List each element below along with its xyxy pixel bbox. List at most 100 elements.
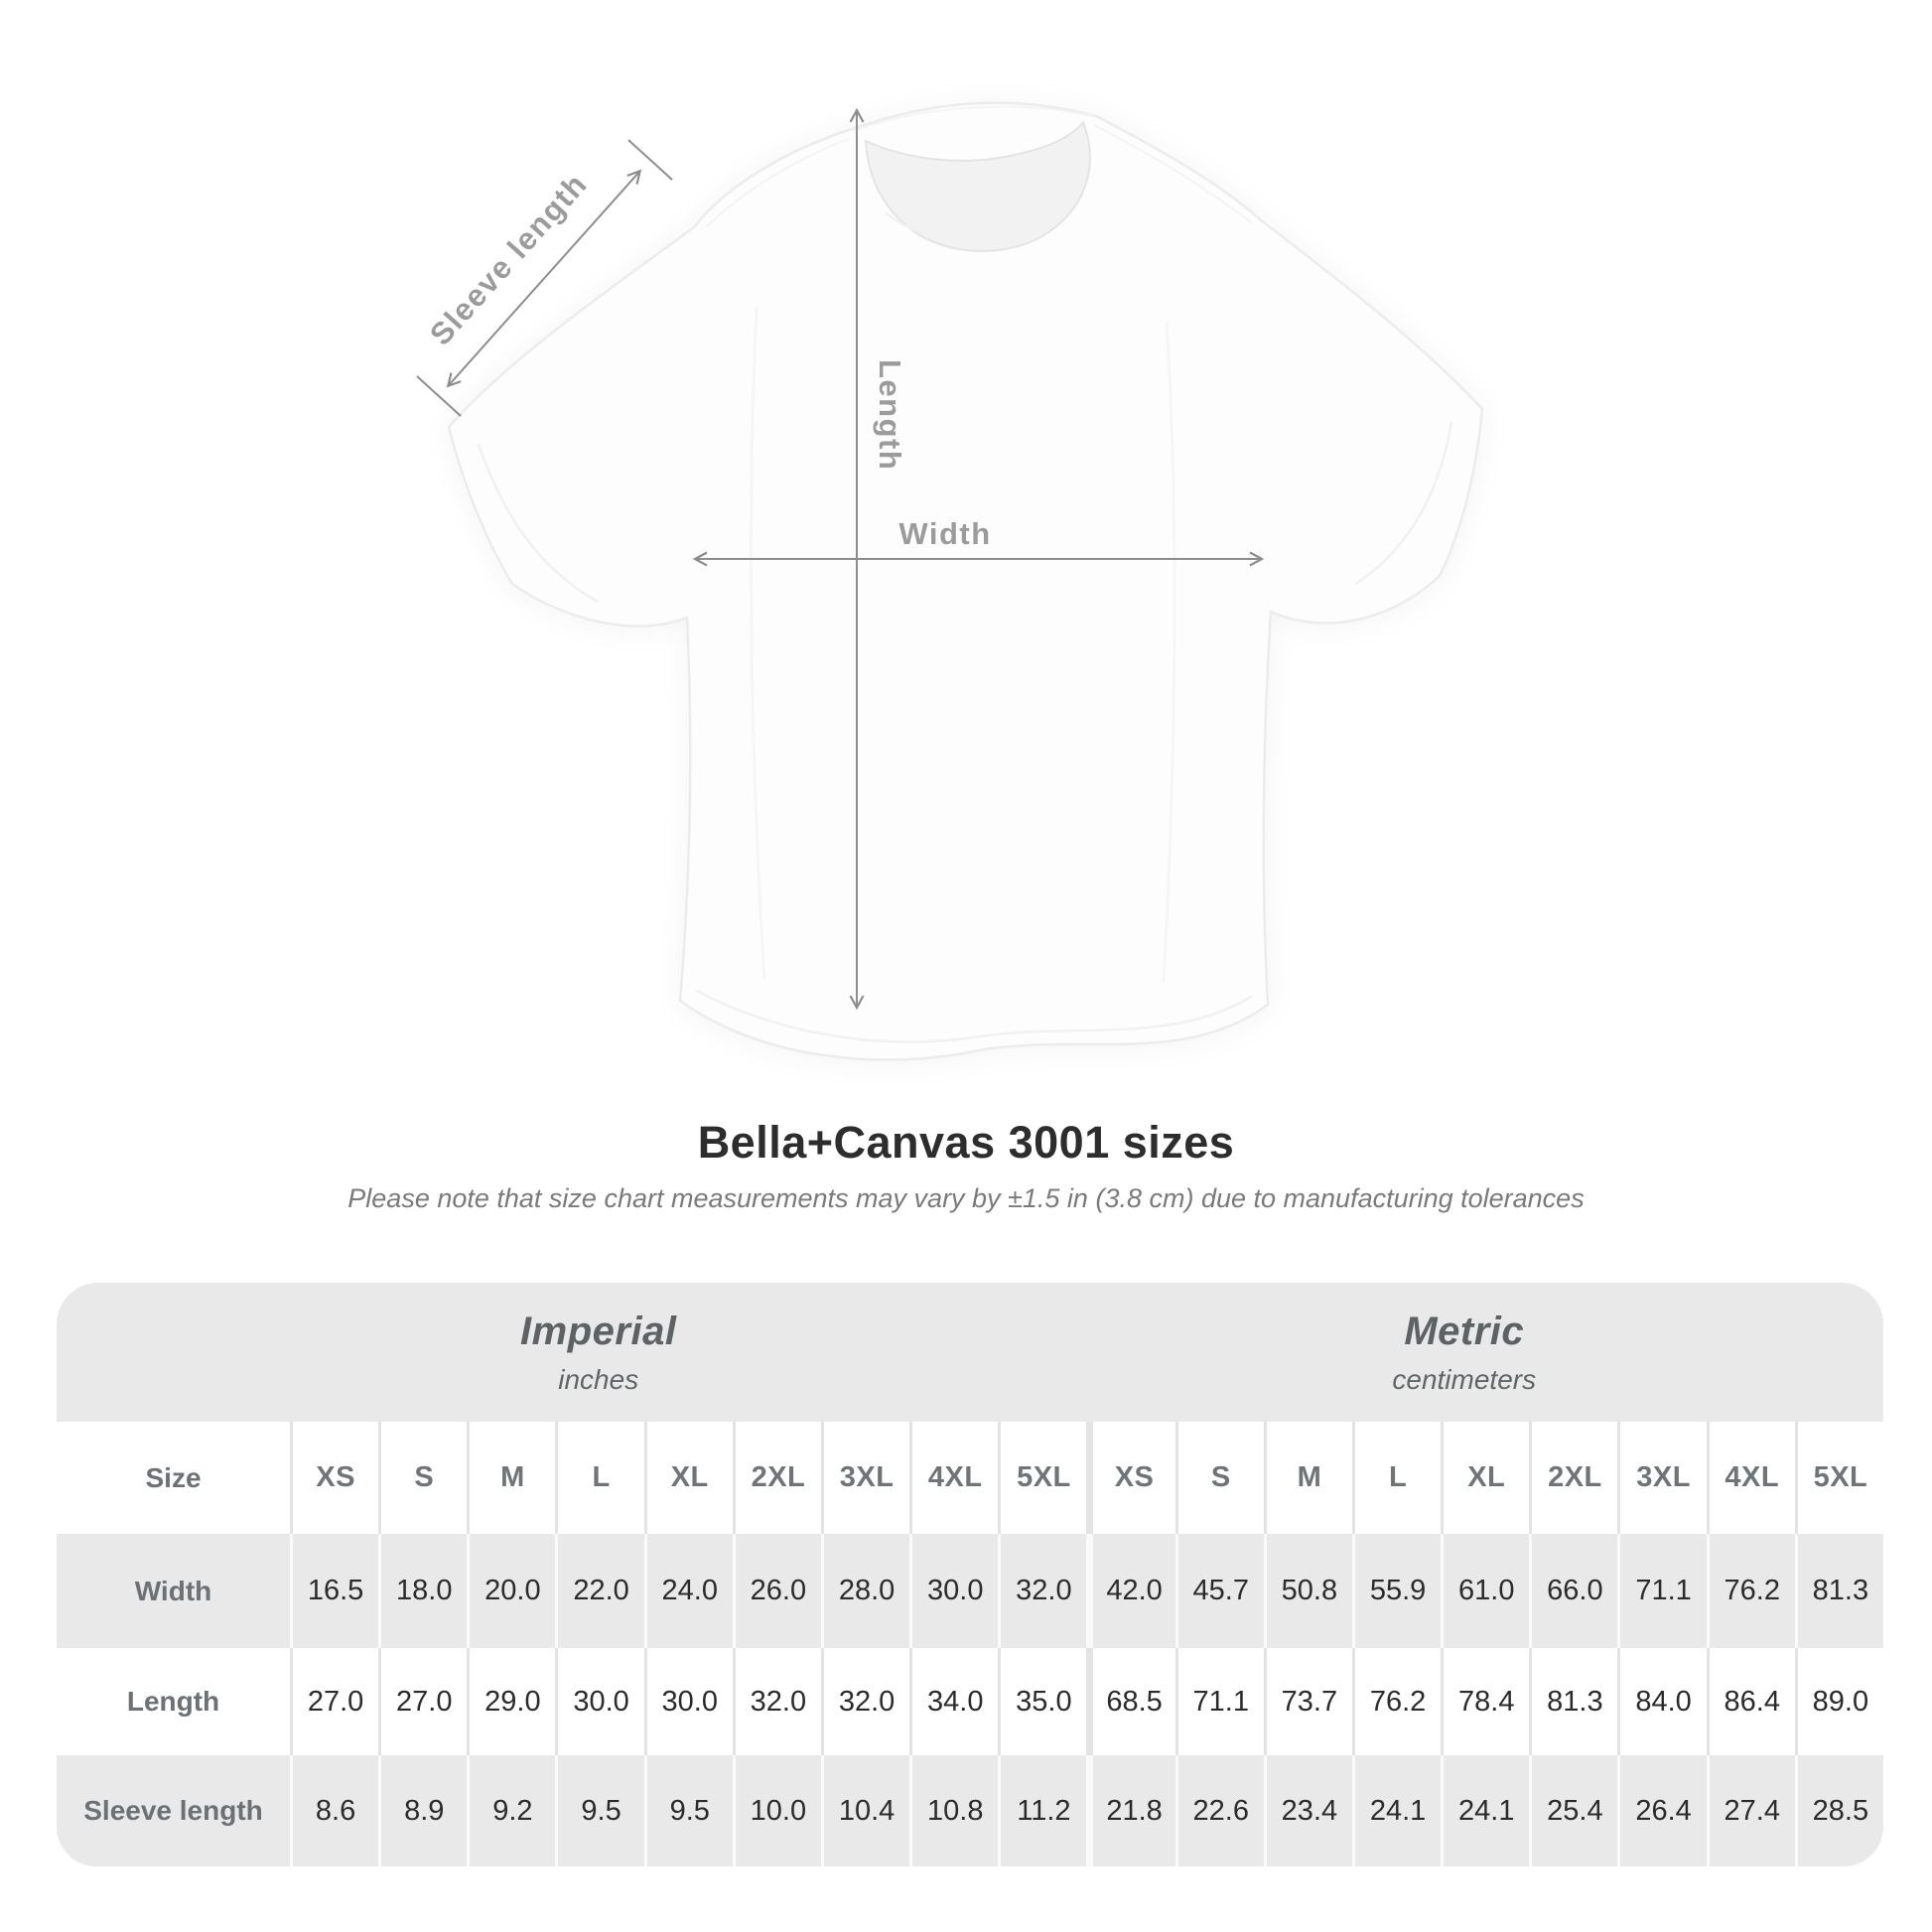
size-col-header: 4XL [1706,1422,1795,1534]
collar-bottom-seam [885,210,1060,242]
value-cell: 24.1 [1351,1755,1442,1866]
value-cell: 10.0 [732,1755,821,1866]
size-col-header: 5XL [998,1422,1086,1534]
value-cell: 76.2 [1706,1534,1795,1648]
value-cell: 81.3 [1529,1648,1617,1755]
row-label-sleeve-length: Sleeve length [57,1755,290,1866]
value-cell: 27.0 [378,1648,467,1755]
value-cell: 28.0 [820,1534,910,1648]
size-col-header: XS [1086,1422,1174,1534]
value-cell: 32.0 [998,1534,1087,1648]
fabric-fold [1162,321,1176,983]
size-col-header: XL [643,1422,733,1534]
value-cell: 10.4 [820,1755,910,1866]
value-cell: 34.0 [909,1648,998,1755]
imperial-section-title: Imperial [520,1309,677,1353]
value-cell: 8.6 [290,1755,379,1866]
value-cell: 71.1 [1174,1648,1264,1755]
collar-outer-seam [853,105,1093,132]
value-cell: 35.0 [998,1648,1086,1755]
value-cell: 61.0 [1441,1534,1530,1648]
value-cell: 16.5 [290,1534,379,1648]
size-corner-header: Size [145,1461,202,1493]
value-cell: 55.9 [1351,1534,1442,1648]
metric-section-unit: centimeters [1392,1363,1537,1395]
fabric-fold [749,306,766,980]
row-label-length: Length [126,1686,220,1717]
value-cell: 27.4 [1706,1755,1795,1866]
value-cell: 29.0 [467,1648,555,1755]
metric-section-title: Metric [1404,1309,1525,1353]
value-cell: 78.4 [1441,1648,1529,1755]
title-block: Bella+Canvas 3001 sizes Please note that… [0,1118,1932,1214]
value-cell: 30.0 [555,1648,643,1755]
sleeve-length-arrow [446,169,642,388]
metric-section-header: Metric centimeters [1086,1283,1883,1422]
size-col-header: S [378,1422,467,1534]
size-col-header: 4XL [909,1422,998,1534]
size-col-header: S [1174,1422,1264,1534]
value-cell: 28.5 [1794,1755,1883,1866]
size-col-header: 5XL [1794,1422,1883,1534]
size-col-header: XS [290,1422,378,1534]
value-cell: 89.0 [1794,1648,1883,1755]
value-cell: 11.2 [998,1755,1087,1866]
size-col-header: 2XL [732,1422,821,1534]
value-cell: 76.2 [1351,1648,1441,1755]
value-cell: 71.1 [1617,1534,1707,1648]
tolerance-note: Please note that size chart measurements… [347,1182,1585,1213]
value-cell: 26.0 [732,1534,821,1648]
value-cell: 20.0 [467,1534,556,1648]
tshirt-outline [447,101,1484,1061]
right-sleeve-hem-seam [1354,421,1453,586]
length-label: Length [873,359,907,471]
value-cell: 8.9 [378,1755,468,1866]
value-cell: 45.7 [1174,1534,1264,1648]
tshirt-graphic [447,101,1484,1061]
left-shoulder-seam [706,138,849,227]
size-col-header: L [555,1422,643,1534]
sleeve-arrow-endcap [416,375,462,417]
value-cell: 86.4 [1706,1648,1795,1755]
value-cell: 26.4 [1617,1755,1707,1866]
row-label-width: Width [57,1534,290,1648]
imperial-section-header: Imperial inches [57,1283,1087,1422]
size-col-header: 2XL [1529,1422,1617,1534]
value-cell: 68.5 [1086,1648,1174,1755]
tshirt-size-diagram: Sleeve length Length Width [416,101,1484,1061]
value-cell: 22.0 [555,1534,644,1648]
value-cell: 18.0 [378,1534,468,1648]
value-cell: 32.0 [732,1648,821,1755]
value-cell: 21.8 [1086,1755,1175,1866]
imperial-section-unit: inches [558,1363,639,1395]
width-label: Width [898,516,991,551]
size-col-header: M [467,1422,555,1534]
value-cell: 9.5 [555,1755,644,1866]
value-cell: 24.1 [1441,1755,1530,1866]
size-col-header: M [1263,1422,1352,1534]
value-cell: 50.8 [1263,1534,1352,1648]
value-cell: 9.5 [643,1755,733,1866]
value-cell: 9.2 [467,1755,556,1866]
value-cell: 27.0 [290,1648,378,1755]
value-cell: 84.0 [1617,1648,1706,1755]
size-chart-table: Imperial inches Metric centimeters Size … [57,1283,1883,1866]
left-sleeve-hem-seam [477,443,600,604]
value-cell: 42.0 [1086,1534,1175,1648]
value-cell: 30.0 [643,1648,733,1755]
sleeve-arrow-endcap [627,139,673,181]
value-cell: 66.0 [1529,1534,1618,1648]
size-col-header: L [1351,1422,1441,1534]
value-cell: 81.3 [1794,1534,1883,1648]
value-cell: 24.0 [643,1534,733,1648]
bottom-hem-seam [695,989,1253,1043]
value-cell: 10.8 [909,1755,999,1866]
value-cell: 25.4 [1529,1755,1618,1866]
size-col-header: XL [1441,1422,1529,1534]
value-cell: 30.0 [909,1534,999,1648]
right-shoulder-seam [1093,124,1252,223]
value-cell: 73.7 [1263,1648,1352,1755]
page-title: Bella+Canvas 3001 sizes [697,1117,1235,1168]
value-cell: 22.6 [1174,1755,1264,1866]
size-col-header: 3XL [820,1422,909,1534]
